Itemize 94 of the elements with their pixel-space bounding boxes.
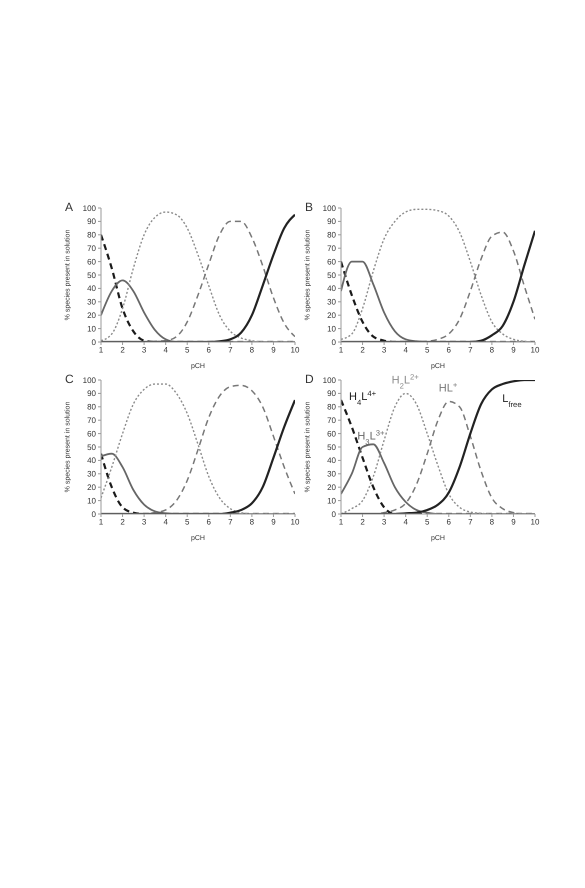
y-tick-label: 40 xyxy=(327,284,337,294)
y-tick-label: 100 xyxy=(82,376,97,385)
x-tick-label: 2 xyxy=(120,518,126,527)
x-tick-label: 9 xyxy=(271,346,276,355)
y-tick-label: 70 xyxy=(87,244,97,254)
x-tick-label: 5 xyxy=(184,346,190,355)
x-tick-label: 6 xyxy=(446,518,452,527)
x-tick-label: 7 xyxy=(468,518,474,527)
y-tick-label: 0 xyxy=(332,338,337,347)
x-tick-label: 8 xyxy=(250,346,255,355)
y-tick-label: 0 xyxy=(92,338,97,347)
x-tick-label: 2 xyxy=(360,518,366,527)
y-tick-label: 80 xyxy=(87,402,97,412)
y-tick-label: 20 xyxy=(327,483,337,492)
x-tick-label: 1 xyxy=(338,346,344,355)
x-tick-label: 2 xyxy=(360,346,366,355)
y-tick-label: 90 xyxy=(87,389,97,398)
x-tick-label: 4 xyxy=(163,518,168,527)
y-tick-label: 30 xyxy=(327,470,337,479)
y-tick-label: 30 xyxy=(87,298,97,307)
x-tick-label: 10 xyxy=(290,346,300,355)
y-tick-label: 50 xyxy=(327,442,337,452)
y-tick-label: 50 xyxy=(327,270,337,280)
x-tick-label: 10 xyxy=(530,346,540,355)
x-tick-label: 7 xyxy=(468,346,474,355)
y-tick-label: 10 xyxy=(327,324,337,334)
x-tick-label: 5 xyxy=(424,518,430,527)
chart-title: D xyxy=(305,372,314,386)
chart-title: B xyxy=(305,200,314,214)
y-tick-label: 90 xyxy=(327,389,337,398)
x-tick-label: 9 xyxy=(271,518,276,527)
chart-title: C xyxy=(65,372,74,386)
y-tick-label: 80 xyxy=(87,230,97,240)
y-tick-label: 90 xyxy=(327,217,337,226)
chart-title: A xyxy=(65,200,74,214)
x-tick-label: 4 xyxy=(403,518,408,527)
x-tick-label: 3 xyxy=(382,346,387,355)
y-tick-label: 10 xyxy=(327,496,337,506)
y-tick-label: 70 xyxy=(327,416,337,426)
y-tick-label: 20 xyxy=(327,311,337,320)
y-tick-label: 40 xyxy=(327,456,337,466)
x-tick-label: 3 xyxy=(142,346,147,355)
x-tick-label: 8 xyxy=(250,518,255,527)
y-tick-label: 100 xyxy=(82,204,97,213)
series-label: H$_{2}$L$^{2+}$ xyxy=(392,372,420,390)
x-tick-label: 9 xyxy=(511,346,516,355)
y-tick-label: 50 xyxy=(87,270,97,280)
x-tick-label: 5 xyxy=(184,518,190,527)
y-tick-label: 30 xyxy=(87,470,97,479)
x-tick-label: 3 xyxy=(382,518,387,527)
y-tick-label: 50 xyxy=(87,442,97,452)
y-tick-label: 60 xyxy=(87,429,97,438)
y-tick-label: 60 xyxy=(327,429,337,438)
series-label: L$_{free}$ xyxy=(502,393,522,408)
x-tick-label: 8 xyxy=(490,518,495,527)
y-tick-label: 70 xyxy=(327,244,337,254)
x-tick-label: 7 xyxy=(228,346,234,355)
x-tick-label: 4 xyxy=(163,346,168,355)
series-label: H$_{4}$L$^{4+}$ xyxy=(349,388,377,407)
x-tick-label: 8 xyxy=(490,346,495,355)
x-tick-label: 7 xyxy=(228,518,234,527)
x-tick-label: 6 xyxy=(206,346,212,355)
y-tick-label: 60 xyxy=(87,257,97,266)
x-tick-label: 1 xyxy=(98,518,104,527)
x-tick-label: 3 xyxy=(142,518,147,527)
x-tick-label: 5 xyxy=(424,346,430,355)
x-tick-label: 4 xyxy=(403,346,408,355)
x-tick-label: 1 xyxy=(98,346,104,355)
y-tick-label: 80 xyxy=(327,402,337,412)
series-label: HL$^{+}$ xyxy=(438,380,458,394)
y-tick-label: 20 xyxy=(87,311,97,320)
y-tick-label: 20 xyxy=(87,483,97,492)
x-tick-label: 1 xyxy=(338,518,344,527)
y-tick-label: 80 xyxy=(327,230,337,240)
y-tick-label: 70 xyxy=(87,416,97,426)
x-tick-label: 2 xyxy=(120,346,126,355)
y-tick-label: 40 xyxy=(87,456,97,466)
x-tick-label: 10 xyxy=(530,518,540,527)
y-tick-label: 100 xyxy=(322,204,337,213)
x-tick-label: 9 xyxy=(511,518,516,527)
x-tick-label: 6 xyxy=(206,518,212,527)
y-tick-label: 60 xyxy=(327,257,337,266)
line-series xyxy=(341,208,535,342)
series-label: H$_{3}$L$^{3+}$ xyxy=(357,428,385,446)
x-tick-label: 10 xyxy=(290,518,300,527)
y-tick-label: 40 xyxy=(87,284,97,294)
y-tick-label: 10 xyxy=(87,324,97,334)
x-tick-label: 6 xyxy=(446,346,452,355)
y-tick-label: 10 xyxy=(87,496,97,506)
y-tick-label: 30 xyxy=(327,298,337,307)
y-tick-label: 100 xyxy=(322,376,337,385)
y-tick-label: 90 xyxy=(87,217,97,226)
y-tick-label: 0 xyxy=(332,510,337,519)
y-tick-label: 0 xyxy=(92,510,97,519)
